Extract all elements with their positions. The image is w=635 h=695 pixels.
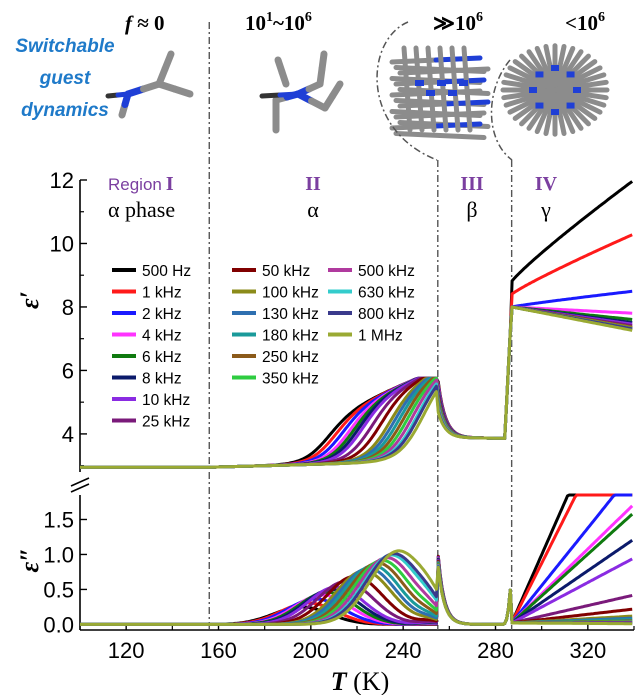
nitrogen-atom [437,80,446,86]
y-tick-label-real: 6 [62,358,74,383]
series-line-imag [80,513,634,626]
real-permittivity-curves [80,180,634,469]
guest-caption-line-3: dynamics [21,100,109,121]
imaginary-permittivity-curves [80,493,634,626]
molecule-bond [318,50,328,73]
y-tick-label-real: 12 [50,168,74,193]
legend-label: 25 kHz [142,414,190,431]
molecule-bond [437,133,487,140]
molecule-bond [449,45,458,92]
y-tick-label-real: 10 [50,231,74,256]
legend-label: 180 kHz [262,328,319,345]
legend-label: 4 kHz [142,328,182,345]
molecule-bond [171,85,194,98]
nitrogen-atom [566,102,575,109]
molecule-bond [404,86,413,133]
legend: 500 Hz 1 kHz 2 kHz 4 kHz 6 kHz 8 kHz 10 kHz 25 … [112,263,415,431]
legend-label: 2 kHz [142,306,182,323]
molecule-bond [329,80,344,100]
nitrogen-atom [573,87,581,93]
nitrogen-atom [535,71,544,78]
molecule-bond [552,79,609,93]
molecule-bond [161,50,175,73]
guest-caption-line-2: guest [39,68,91,89]
nitrogen-atom [535,102,544,109]
region-2-phase: α [307,197,319,222]
legend-label: 10 kHz [142,392,190,409]
guest-dynamics-caption: Switchable guest dynamics [15,36,115,121]
molecule-bond [464,86,473,133]
region-2-label: II [305,173,321,195]
molecule-bond [401,45,410,92]
frequency-labels: f ≈ 0 101~106 ≫106 <106 [125,10,605,35]
axis-break-mark [70,477,90,493]
legend-label: 130 kHz [262,306,319,323]
legend-label: 6 kHz [142,349,182,366]
molecule-bond [440,86,449,133]
y-tick-label-imag: 1.5 [43,507,74,532]
header-boundary-arcs [376,21,513,161]
y-axis-label-imag: ε″ [15,547,44,572]
legend-label: 250 kHz [262,349,319,366]
x-axis-label: T (K) [331,667,389,695]
legend-label: 630 kHz [358,285,415,302]
legend-label: 1 kHz [142,285,182,302]
legend-label: 500 kHz [358,263,415,280]
nitrogen-atom [426,90,435,96]
nitrogen-atom [415,80,424,86]
region-labels: Region I α phase II α III β IV γ [108,173,558,222]
region-4-phase: γ [540,197,551,222]
y-tick-label-real: 4 [62,422,74,447]
nitrogen-atom [551,65,559,71]
legend-label: 100 kHz [262,285,319,302]
y-tick-label-real: 8 [62,295,74,320]
region-1-label: Region I [108,173,174,195]
x-tick-label: 280 [477,638,514,663]
x-tick-label: 120 [108,638,145,663]
freq-label-region-1: f ≈ 0 [125,11,165,35]
nitrogen-atom [448,90,457,96]
y-tick-label-imag: 0.5 [43,577,74,602]
region-3-phase: β [466,197,477,222]
freq-label-region-2: 101~106 [245,10,312,35]
molecule-bond [425,45,434,92]
x-tick-label: 160 [200,638,237,663]
molecule-bond [501,87,558,101]
legend-label: 350 kHz [262,371,319,388]
molecule-bond [393,131,443,138]
molecule-bond [416,86,425,133]
x-tick-label: 200 [292,638,329,663]
y-axis-label-real: ε′ [15,291,44,309]
molecule-bond [115,91,131,98]
region-4-label: IV [535,173,558,195]
legend-label: 800 kHz [358,306,415,323]
series-line-real [80,305,633,469]
legend-label: 1 MHz [358,328,403,345]
molecule-bond [277,91,301,98]
guest-caption-line-1: Switchable [15,36,115,57]
nitrogen-atom [551,109,559,115]
molecule-bond [278,68,290,88]
molecule-bond [389,123,439,131]
y-tick-label-imag: 0.0 [43,612,74,637]
freq-label-region-4: <106 [565,10,605,35]
freq-label-region-3: ≫106 [433,10,483,35]
region-1-phase: α phase [108,197,175,222]
legend-label: 8 kHz [142,371,182,388]
legend-label: 50 kHz [262,263,310,280]
x-tick-label: 320 [569,638,606,663]
region-3-label: III [460,173,484,195]
legend-label: 500 Hz [142,263,191,280]
nitrogen-atom [529,87,537,93]
series-line-imag [80,549,633,626]
y-tick-label-imag: 1.0 [43,542,74,567]
arc-left-region-3 [376,21,438,161]
molecule-illustrations [105,43,610,140]
nitrogen-atom [459,80,468,86]
molecule-bond [259,92,283,99]
nitrogen-atom [566,71,575,78]
axes: 4 6 8 10 12 0.0 0.5 1.0 1.5 120 160 200 240 280 320 [43,22,635,663]
x-tick-label: 240 [385,638,422,663]
